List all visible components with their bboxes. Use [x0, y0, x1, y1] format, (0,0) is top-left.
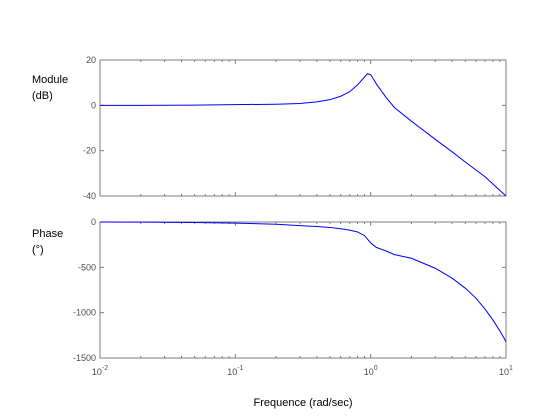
magnitude-ytick-label: 0	[91, 100, 96, 110]
phase-y-ticks: 0 -500 -1000 -1500	[73, 217, 506, 363]
phase-axes: 0 -500 -1000 -1500 10-2 10-1 100 101 Phase (°)	[32, 217, 513, 377]
magnitude-ytick-label: 20	[86, 55, 96, 65]
magnitude-ylabel-line1: Module	[32, 74, 68, 86]
phase-ytick-label: -1500	[73, 353, 96, 363]
xtick-label: 101	[499, 365, 513, 377]
magnitude-plot-frame	[99, 59, 507, 197]
magnitude-axes: 20 0 -20 -40 Module (dB)	[32, 55, 507, 201]
phase-x-ticks: 10-2 10-1 100 101	[92, 222, 513, 377]
magnitude-series	[100, 73, 507, 197]
magnitude-series-line	[100, 73, 507, 197]
magnitude-ylabel-line2: (dB)	[32, 90, 53, 102]
phase-series	[99, 221, 507, 342]
phase-ytick-label: -1000	[73, 308, 96, 318]
phase-ytick-label: -500	[78, 262, 96, 272]
magnitude-ytick-label: -40	[83, 191, 96, 201]
phase-ylabel-line2: (°)	[32, 244, 44, 256]
xtick-label: 10-2	[92, 365, 108, 377]
magnitude-x-tick-marks	[99, 60, 507, 196]
xtick-label: 100	[364, 365, 378, 377]
phase-series-line	[99, 221, 507, 342]
x-axis-label: Frequence (rad/sec)	[253, 397, 352, 409]
phase-plot-frame	[99, 221, 507, 359]
phase-ytick-label: 0	[91, 217, 96, 227]
magnitude-ytick-label: -20	[83, 146, 96, 156]
phase-ylabel-line1: Phase	[32, 228, 63, 240]
xtick-label: 10-1	[227, 365, 243, 377]
